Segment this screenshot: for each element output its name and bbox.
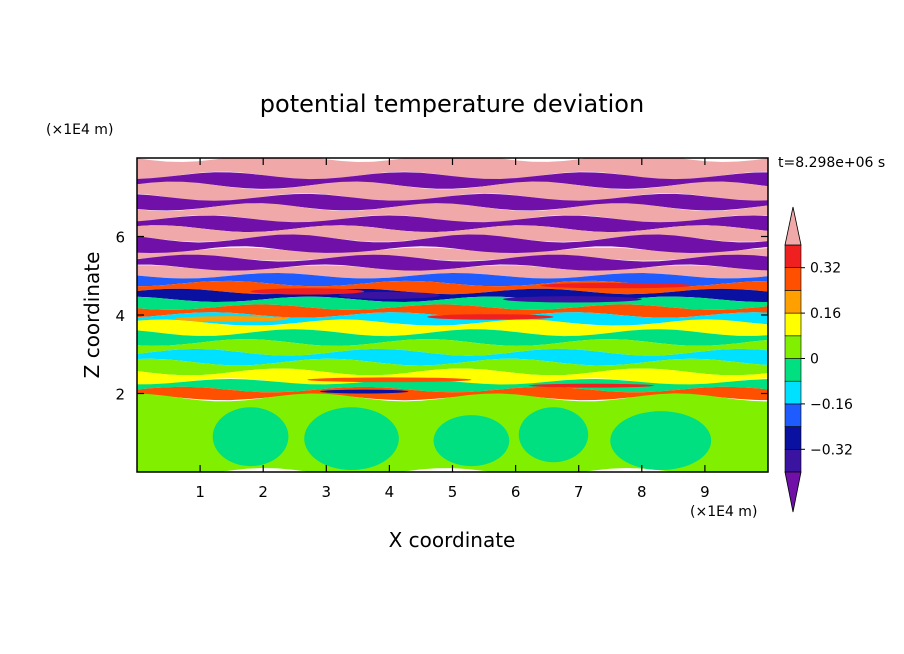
colorbar-segment	[784, 426, 802, 450]
contour-feature	[174, 316, 289, 322]
x-tick-label: 3	[322, 483, 332, 501]
contour-band	[137, 181, 768, 202]
colorbar-extend-top	[784, 206, 802, 246]
contour-band	[137, 273, 768, 287]
x-axis-label: X coordinate	[389, 528, 516, 552]
x-tick-label: 1	[195, 483, 205, 501]
x-tick-label: 5	[448, 483, 458, 501]
contour-band	[137, 379, 768, 393]
x-tick-label: 7	[574, 483, 584, 501]
contour-band	[137, 193, 768, 211]
contour-band	[137, 319, 768, 337]
colorbar-extend-bottom	[784, 471, 802, 513]
contour-feature	[212, 407, 289, 467]
x-tick-label: 8	[637, 483, 647, 501]
contour-band	[137, 225, 768, 242]
contour-band	[137, 247, 768, 261]
contour-feature	[427, 314, 554, 320]
colorbar-segment	[784, 335, 802, 359]
colorbar-segment	[784, 267, 802, 291]
contour-band	[137, 265, 768, 279]
contour-band	[137, 296, 768, 310]
contour-band	[137, 215, 768, 233]
x-unit-label: (×1E4 m)	[690, 504, 757, 520]
y-tick-label: 4	[115, 307, 125, 325]
contour-band	[137, 348, 768, 366]
colorbar-segment	[784, 312, 802, 337]
contour-feature	[338, 291, 440, 299]
x-tick-label: 2	[258, 483, 268, 501]
contour-band	[137, 254, 768, 272]
colorbar-tick-label: −0.32	[810, 442, 853, 458]
contour-feature	[610, 411, 712, 471]
contour-band	[137, 368, 768, 386]
x-axis: 1 2 3 4 5 6 7 8 9	[195, 158, 710, 501]
colorbar-segment	[784, 403, 802, 427]
colorbar-tick-label: −0.16	[810, 397, 853, 413]
contour-feature	[502, 296, 642, 303]
contour-feature	[319, 389, 409, 394]
y-tick-label: 2	[115, 386, 125, 404]
contour-feature	[540, 282, 693, 289]
chart-title: potential temperature deviation	[260, 90, 644, 118]
contour-band	[137, 304, 768, 318]
contour-band	[137, 339, 768, 356]
contour-band	[137, 234, 768, 255]
x-tick-label: 6	[511, 483, 521, 501]
contour-band	[137, 158, 768, 180]
colorbar-tick-label: 0.16	[810, 306, 841, 322]
x-tick-label: 9	[700, 483, 710, 501]
contour-feature	[528, 383, 655, 388]
contour-band	[137, 358, 768, 376]
contour-band	[137, 172, 768, 189]
contour-feature	[433, 415, 510, 467]
contour-feature	[304, 407, 399, 471]
contour-feature	[518, 407, 589, 463]
time-label: t=8.298e+06 s	[778, 155, 885, 171]
plot-area	[137, 158, 768, 472]
contour-feature	[307, 377, 472, 383]
colorbar-segment	[784, 290, 802, 314]
y-unit-label: (×1E4 m)	[46, 122, 113, 138]
contour-band	[137, 386, 768, 401]
contour-band	[137, 203, 768, 223]
colorbar-segment	[784, 358, 802, 382]
colorbar-tick-label: 0.32	[810, 261, 841, 277]
colorbar-tick-label: 0	[810, 352, 819, 368]
colorbar: 0.32 0.16 0 −0.16 −0.32	[784, 206, 853, 513]
y-tick-label: 6	[115, 229, 125, 247]
colorbar-segment	[784, 244, 802, 269]
contour-band	[137, 329, 768, 346]
y-axis: 2 4 6	[115, 229, 768, 404]
x-tick-label: 4	[385, 483, 395, 501]
y-axis-label: Z coordinate	[80, 252, 104, 379]
colorbar-segment	[784, 380, 802, 405]
colorbar-segment	[784, 448, 802, 473]
contour-feature	[250, 288, 365, 295]
